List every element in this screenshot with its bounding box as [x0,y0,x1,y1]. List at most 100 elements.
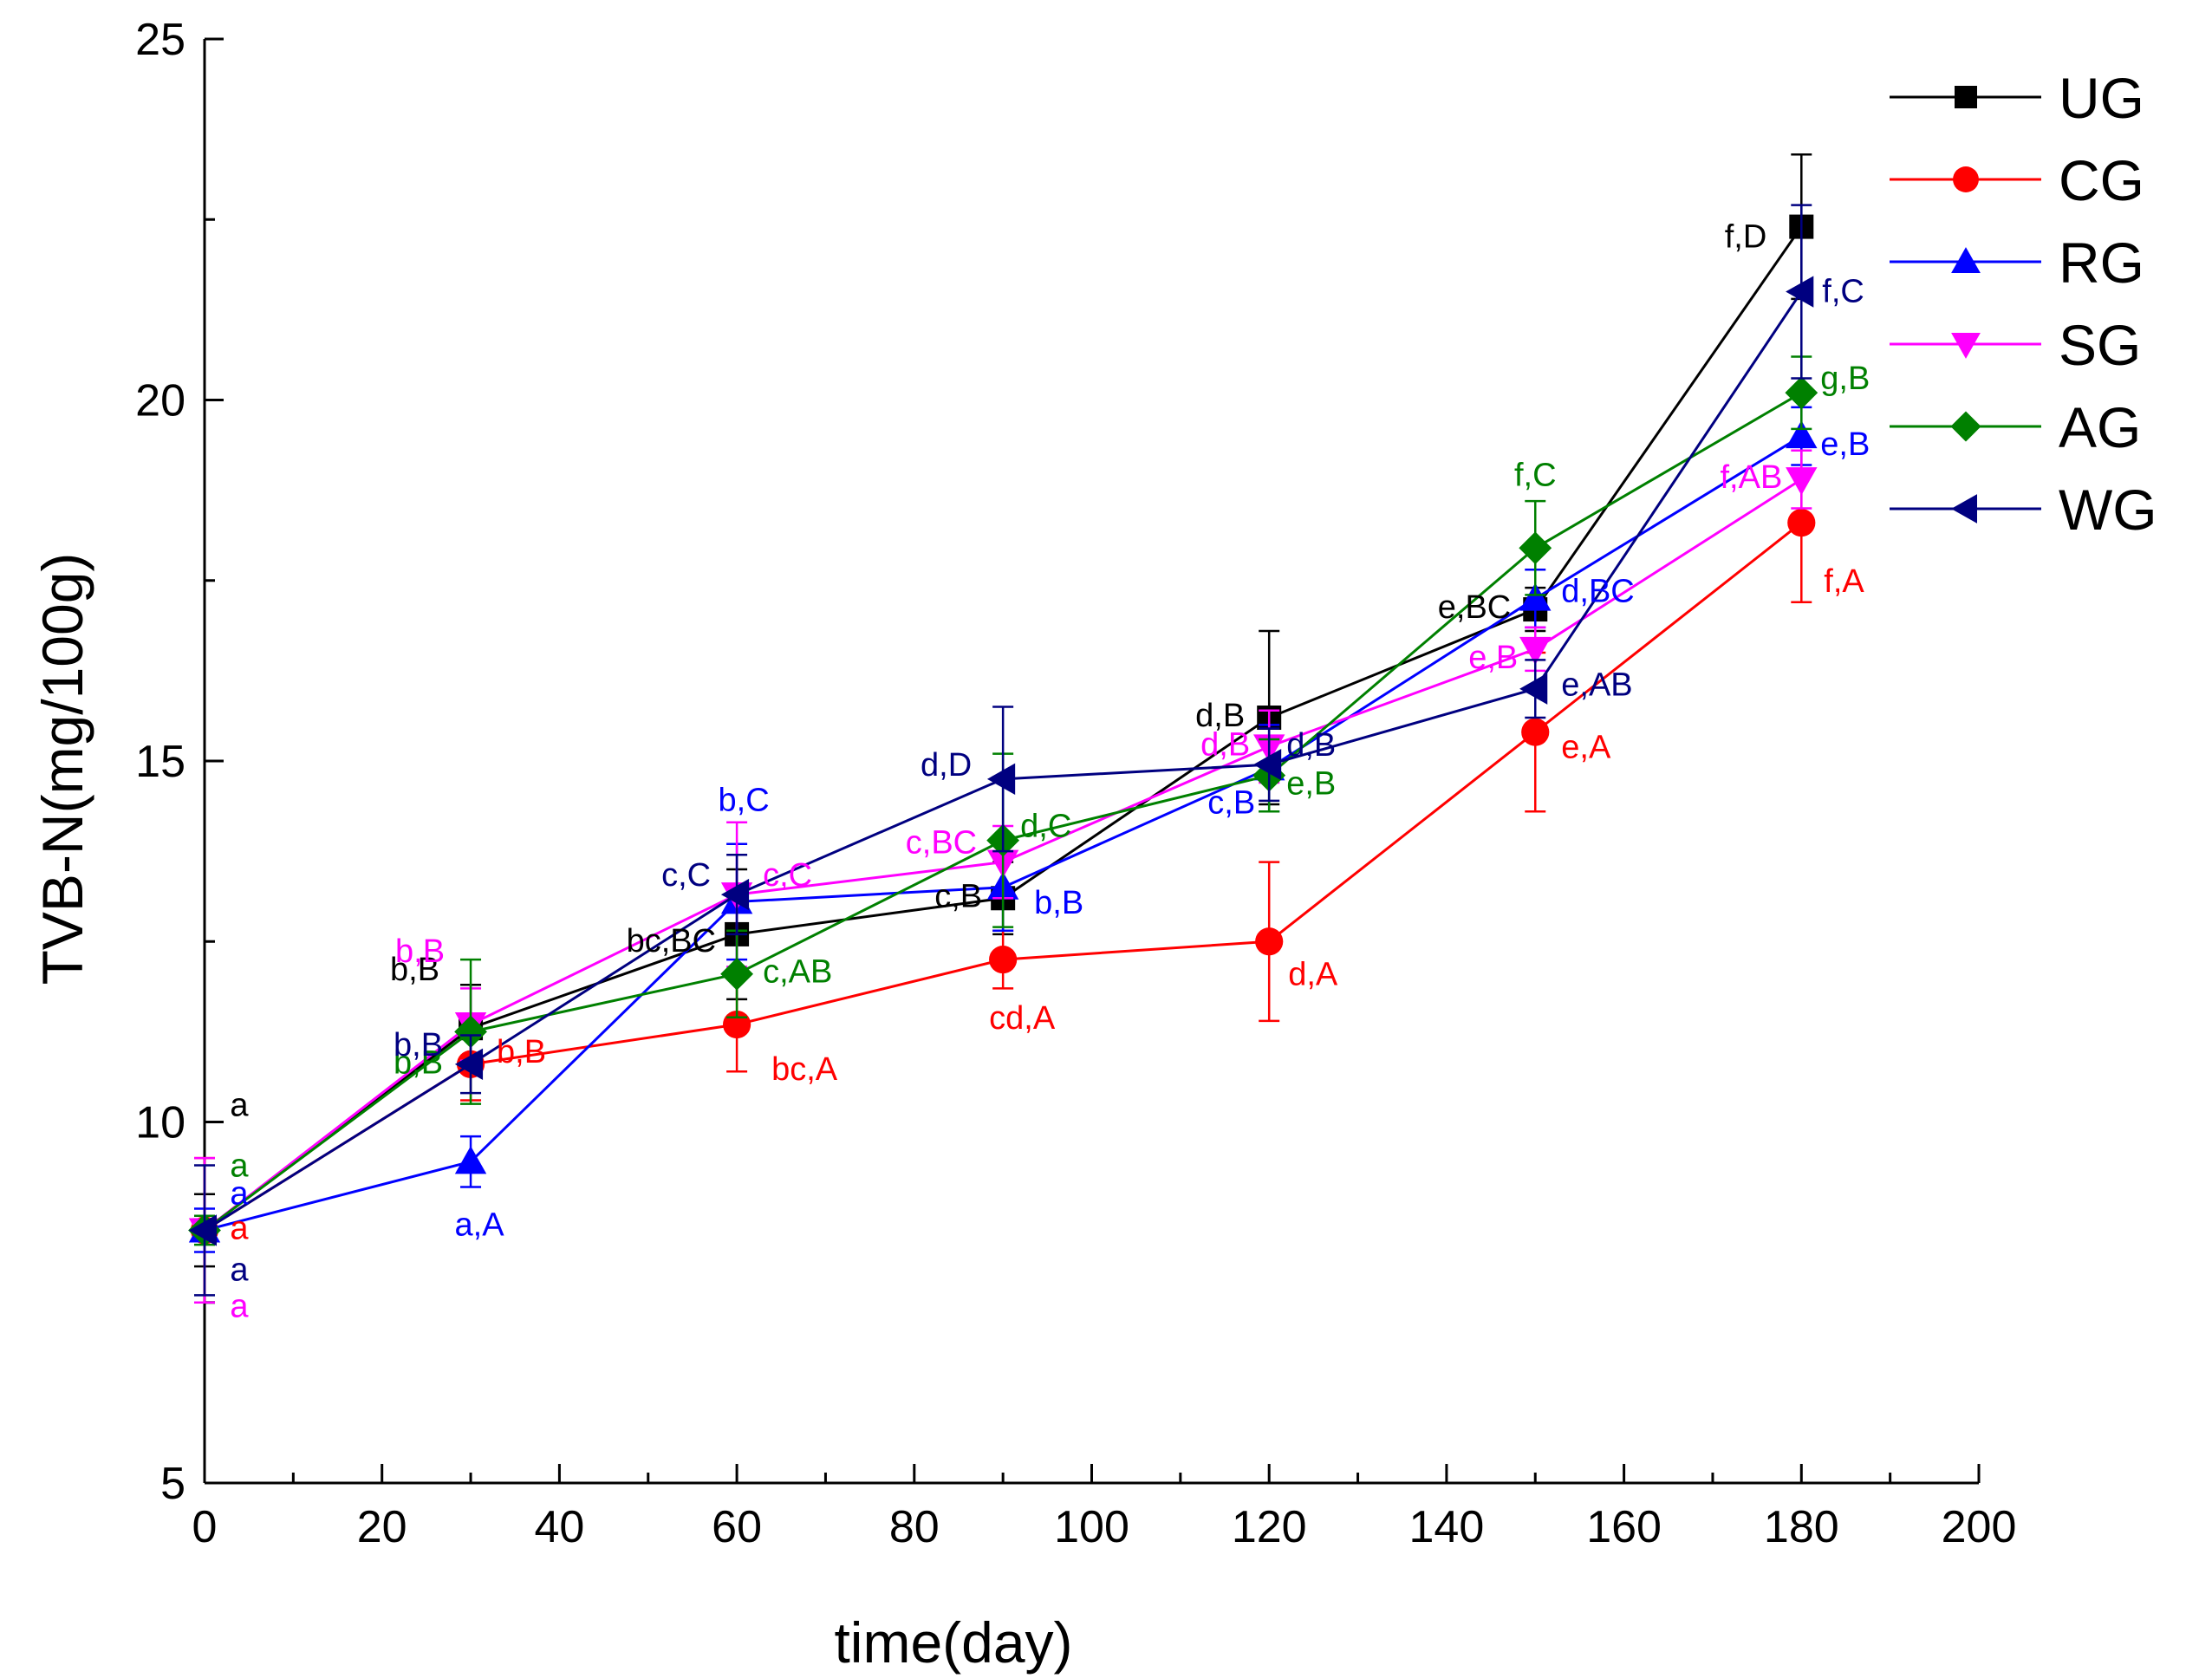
sig-label-UG: e,BC [1438,589,1511,626]
data-point [454,1015,487,1049]
data-point [986,763,1016,796]
axes: 0 20 40 60 80 100 120 140 160 180 200 5 10 15 20 25 [135,15,2016,1552]
data-point [1519,582,1552,611]
sig-label-RG: b,C [719,782,770,818]
y-tick-label: 15 [135,737,185,787]
sig-label-UG: f,D [1725,219,1767,256]
sig-label-CG: e,A [1561,730,1611,766]
x-tick-label: 20 [357,1502,407,1552]
sig-label-RG: c,B [1207,784,1255,821]
sig-label-WG: b,B [394,1027,443,1063]
x-tick-label: 120 [1232,1502,1307,1552]
legend-label: CG [2059,148,2144,212]
sig-label-AG: e,B [1286,766,1336,803]
legend-marker [1951,247,1981,273]
y-tick-label: 5 [160,1459,185,1509]
legend-label: AG [2059,395,2141,459]
sig-label-WG: a [230,1252,249,1288]
sig-label-AG: f,C [1514,457,1557,493]
sig-label-CG: a [230,1210,249,1246]
legend-item-WG: WG [1890,478,2157,542]
legend-item-SG: SG [1890,313,2141,377]
y-tick-label: 10 [135,1098,185,1148]
data-point [1786,276,1814,308]
sig-label-SG: f,AB [1720,459,1782,496]
data-point [454,1048,484,1081]
legend-marker [1955,86,1977,108]
data-point [1521,718,1550,746]
sig-label-WG: c,C [661,857,711,894]
x-tick-label: 60 [712,1502,762,1552]
data-point [1786,420,1818,449]
sig-label-SG: a [230,1288,249,1324]
x-tick-label: 160 [1586,1502,1662,1552]
data-point [1785,376,1818,410]
sig-label-RG: d,BC [1561,574,1634,610]
x-tick-label: 0 [192,1502,218,1552]
data-point [1786,467,1818,496]
significance-labels: a b,B bc,BC c,B d,B e,BC f,D a b,B bc,A cd,A d,A e,A… [230,219,1870,1325]
sig-label-AG: c,AB [763,954,832,991]
series-WG [188,204,1814,1297]
sig-label-UG: a [230,1087,249,1123]
plot-area [188,153,1818,1304]
sig-label-UG: d,B [1195,698,1245,734]
legend-label: WG [2059,478,2157,542]
sig-label-CG: b,B [497,1034,546,1070]
x-axis-title: time(day) [834,1610,1072,1675]
legend-label: SG [2059,313,2141,377]
data-point [1519,636,1552,666]
sig-label-UG: bc,BC [627,923,716,959]
legend-marker [1951,494,1977,524]
y-tick-label: 25 [135,15,185,65]
sig-label-SG: e,B [1468,640,1518,676]
sig-label-CG: cd,A [989,1000,1056,1037]
data-point [188,1214,217,1246]
sig-label-SG: c,C [763,857,812,894]
x-tick-label: 180 [1764,1502,1839,1552]
data-point [1253,748,1282,781]
sig-label-WG: e,AB [1561,667,1632,704]
sig-label-UG: b,B [390,952,439,988]
sig-label-AG: b,B [394,1044,443,1081]
data-point [720,957,753,991]
data-point [1787,509,1816,537]
data-point [1255,927,1284,956]
sig-label-RG: a [230,1175,249,1212]
legend-item-CG: CG [1890,148,2144,212]
sig-label-WG: f,C [1822,274,1864,310]
sig-label-SG: d,B [1200,726,1250,763]
x-tick-label: 100 [1054,1502,1129,1552]
sig-label-WG: d,D [921,747,972,784]
data-point [454,1146,487,1174]
data-point [989,945,1018,974]
sig-label-SG: c,BC [906,825,977,862]
x-tick-label: 200 [1942,1502,2017,1552]
legend-marker [1950,411,1981,442]
legend-label: UG [2059,66,2144,130]
sig-label-UG: c,B [934,878,982,914]
y-axis-title: TVB-N(mg/100g) [30,553,94,985]
legend-item-AG: AG [1890,395,2141,459]
data-point [1519,673,1548,705]
data-point [720,878,750,911]
legend: UG CG RG SG AG WG [1890,66,2157,542]
legend-label: RG [2059,231,2144,295]
sig-label-CG: bc,A [771,1051,838,1088]
x-tick-label: 80 [889,1502,940,1552]
legend-item-UG: UG [1890,66,2144,130]
sig-label-AG: a [230,1148,249,1184]
legend-marker [1953,166,1979,192]
legend-item-RG: RG [1890,231,2144,295]
sig-label-WG: d,B [1286,727,1336,764]
sig-label-RG: e,B [1820,426,1870,463]
legend-marker [1951,333,1981,359]
sig-label-AG: g,B [1820,361,1870,397]
y-tick-label: 20 [135,376,185,426]
x-tick-label: 140 [1409,1502,1485,1552]
sig-label-AG: d,C [1020,809,1071,845]
sig-label-SG: b,B [395,933,445,970]
x-tick-label: 40 [534,1502,584,1552]
sig-label-RG: b,B [1034,885,1083,921]
